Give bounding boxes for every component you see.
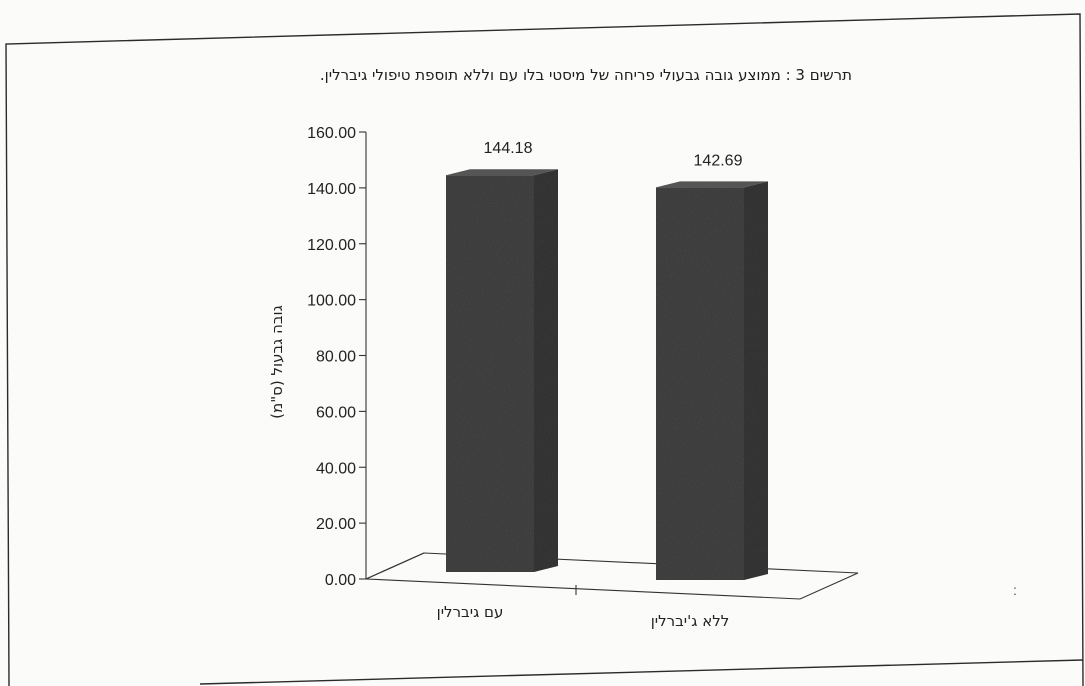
category-label: ללא ג'יברלין [651,612,730,630]
y-tick-label: 160.00 [307,125,356,142]
outer-frame [5,13,1084,686]
scan-speck: : [1013,582,1017,598]
y-tick-label: 20.00 [316,516,356,533]
bars-group: 144.18 142.69 [446,140,768,581]
chart-title: תרשים 3 : ממוצע גובה גבעולי פריחה של מיס… [320,66,852,84]
bar [656,181,768,581]
y-tick-label: 80.00 [316,349,356,366]
bar-side [744,181,768,581]
y-axis-label: גובה גבעול (ס"מ) [268,305,286,419]
category-label: עם גיברלין [437,603,504,621]
floor-left-edge [365,552,425,580]
bar [446,169,558,572]
y-tick-label: 120.00 [307,237,356,254]
y-tick-label: 0.00 [325,572,356,589]
category-labels: עם גיברלין ללא ג'יברלין [437,603,730,630]
y-tick-label: 100.00 [307,293,356,310]
data-label: 144.18 [484,140,533,157]
y-tick-label: 40.00 [316,460,356,477]
bar-side [534,169,558,572]
y-tick-label: 140.00 [307,181,356,198]
bar-front [446,175,534,572]
chart-floor [365,552,859,600]
floor-plane [365,552,859,600]
y-tick-label: 60.00 [316,404,356,421]
y-axis: 0.00 20.00 40.00 60.00 80.00 100.00 120.00 140.… [307,125,367,589]
data-label: 142.69 [694,152,743,169]
frame-bottom-line [199,659,1084,685]
bar-front [656,187,744,581]
bar-top [656,181,768,188]
bar-top [446,169,558,176]
